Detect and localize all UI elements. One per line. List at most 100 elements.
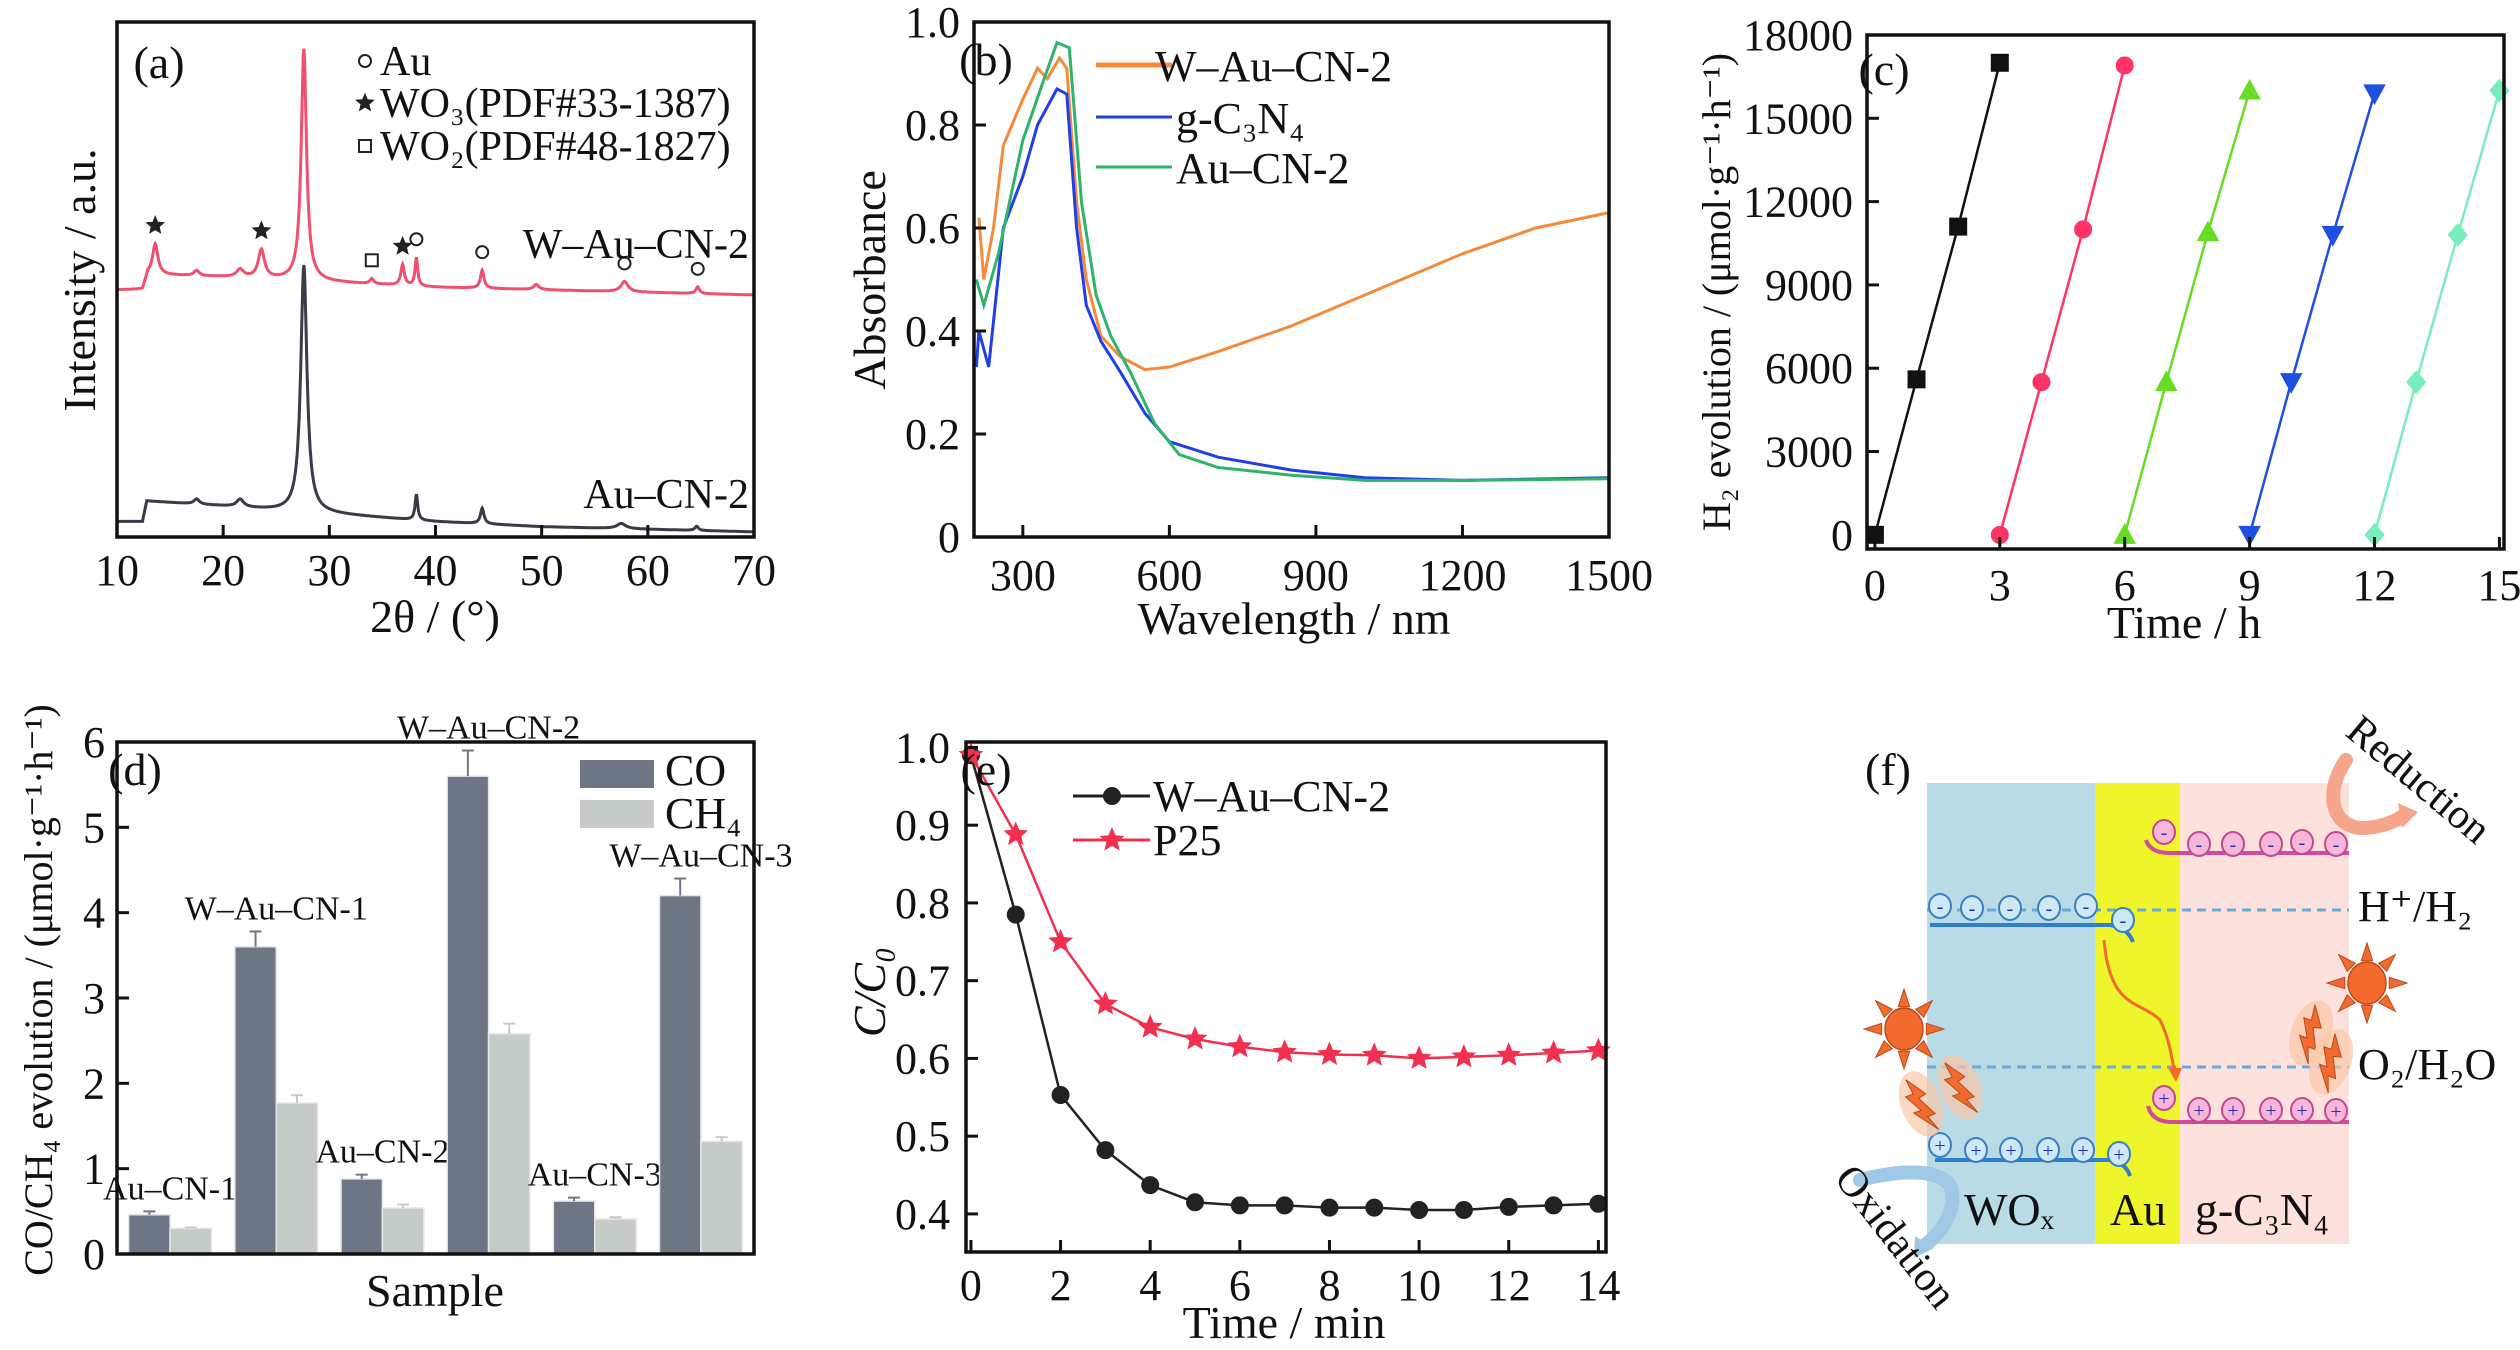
y-tick-label: 0.8 [895,879,950,928]
legend-label: g-C₃N₄ [1176,94,1304,143]
electron-sign: - [1937,896,1944,918]
sun-ray [1897,1050,1911,1071]
data-point [2032,373,2051,392]
bar-category-label: Au–CN-3 [528,1157,662,1194]
data-point [1544,1196,1563,1215]
sun-ray [1874,999,1894,1019]
electron-sign: - [2230,834,2237,856]
electron [1998,895,2022,921]
y-tick-label: 0 [938,513,960,562]
series-label: Au–CN-2 [583,472,749,518]
panel-e-degradation: 0 2 4 6 8 10 12 14 0.4 0.5 0.6 0.7 0.8 0.9 1.0 Time / m… [844,723,1620,1348]
x-tick-label: 50 [520,546,564,595]
legend-swatch [580,760,654,788]
y-tick-label: 0 [83,1230,105,1279]
sun-body [1884,1007,1924,1051]
bar-co [340,1178,384,1255]
data-point [1230,1196,1249,1215]
electron [2152,819,2176,845]
peak-marker-circle [475,245,490,260]
electron-sign: - [2161,822,2168,844]
data-point [2279,373,2303,394]
x-tick-label: 2 [1050,1261,1072,1310]
y-axis-label: Intensity / a.u. [54,148,105,411]
x-tick-label: 600 [1136,551,1202,600]
bar-category-label: W–Au–CN-3 [609,838,792,875]
error-bar [568,1196,581,1202]
electron [2037,895,2061,921]
sun-ray [1925,1022,1946,1036]
data-point [1949,217,1968,236]
lightning-bolt [1943,1062,1979,1113]
panel-f-band-diagram: - - - - - - + + + + + + - - - - - - + + + + + + (f) WOₓ Au g-C₃N₄ H⁺… [1825,707,2499,1317]
region-1 [2095,783,2180,1244]
peak-marker-star [392,235,413,255]
hole-sign: + [2265,1100,2276,1122]
oxidation-arrow [1853,1165,1960,1252]
y-tick-label: 0.7 [895,957,950,1006]
error-bar [461,749,474,777]
region-label-au: Au [2110,1184,2166,1235]
bar-co [234,946,277,1255]
data-point [1227,1033,1253,1058]
y-tick-label: 6 [83,718,105,767]
data-point [2406,370,2427,395]
data-point [1499,1197,1518,1216]
data-point [2238,525,2261,547]
electron [1928,893,1952,919]
y-tick-label: 18000 [1743,11,1853,60]
x-tick-label: 900 [1283,551,1349,600]
error-bar [143,1210,156,1215]
y-axis-label: CO/CH₄ evolution / (μmol·g⁻¹·h⁻¹) [16,704,61,1276]
data-point [1137,1014,1163,1038]
electron-sign: - [2268,834,2275,856]
hole-sign: + [2113,1144,2124,1166]
series-line-0 [969,754,1599,1212]
data-point [1541,1039,1567,1064]
y-tick-label: 0.9 [895,801,950,850]
peak-marker-star [251,220,272,240]
y-tick-label: 3000 [1765,428,1853,477]
x-tick-label: 3 [1989,561,2011,610]
panel-label: (a) [133,37,184,88]
y-tick-label: 0.6 [895,1034,950,1083]
plot-frame [1865,33,2506,551]
y-tick-label: 0.4 [905,307,960,356]
data-point [1275,1196,1294,1215]
legend-label: WO₂(PDF#48-1827) [380,124,731,170]
legend-label: Au–CN-2 [1176,144,1350,193]
reduction-arrowhead [2398,803,2418,828]
bar-category-label: Au–CN-1 [103,1170,237,1207]
legend-marker [1103,787,1121,805]
y-tick-label: 0.6 [905,204,960,253]
peak-marker-circle [409,232,424,247]
x-tick-label: 1500 [1565,551,1653,600]
data-point [2155,370,2178,392]
plot-frame [972,20,1611,539]
hole [1999,1137,2023,1163]
bar-category-label: W–Au–CN-1 [185,890,368,927]
sun-ray [1897,987,1911,1008]
x-tick-label: 6 [2114,561,2136,610]
legend-marker-square [358,139,372,153]
y-tick-label: 12000 [1743,178,1853,227]
sun-ray [1874,1039,1894,1059]
data-point [2115,56,2134,75]
hole-sign: + [2193,1100,2204,1122]
charge-transfer-arrowhead [2168,1068,2182,1082]
lightning-bolt [2298,1004,2322,1065]
electron [2111,907,2135,933]
x-tick-label: 300 [990,551,1056,600]
sun-ray [2325,976,2346,990]
data-point [1320,1198,1339,1217]
electron-sign: - [2299,832,2306,854]
error-bar [290,1094,303,1103]
x-tick-label: 40 [414,546,458,595]
y-tick-label: 0 [1831,511,1853,560]
data-point [1048,928,1074,953]
series-label: W–Au–CN-2 [523,222,749,268]
cycle-line-1 [1998,65,2126,536]
panel-label: (d) [108,744,162,795]
data-point [1182,1025,1208,1050]
hole [2290,1097,2314,1123]
